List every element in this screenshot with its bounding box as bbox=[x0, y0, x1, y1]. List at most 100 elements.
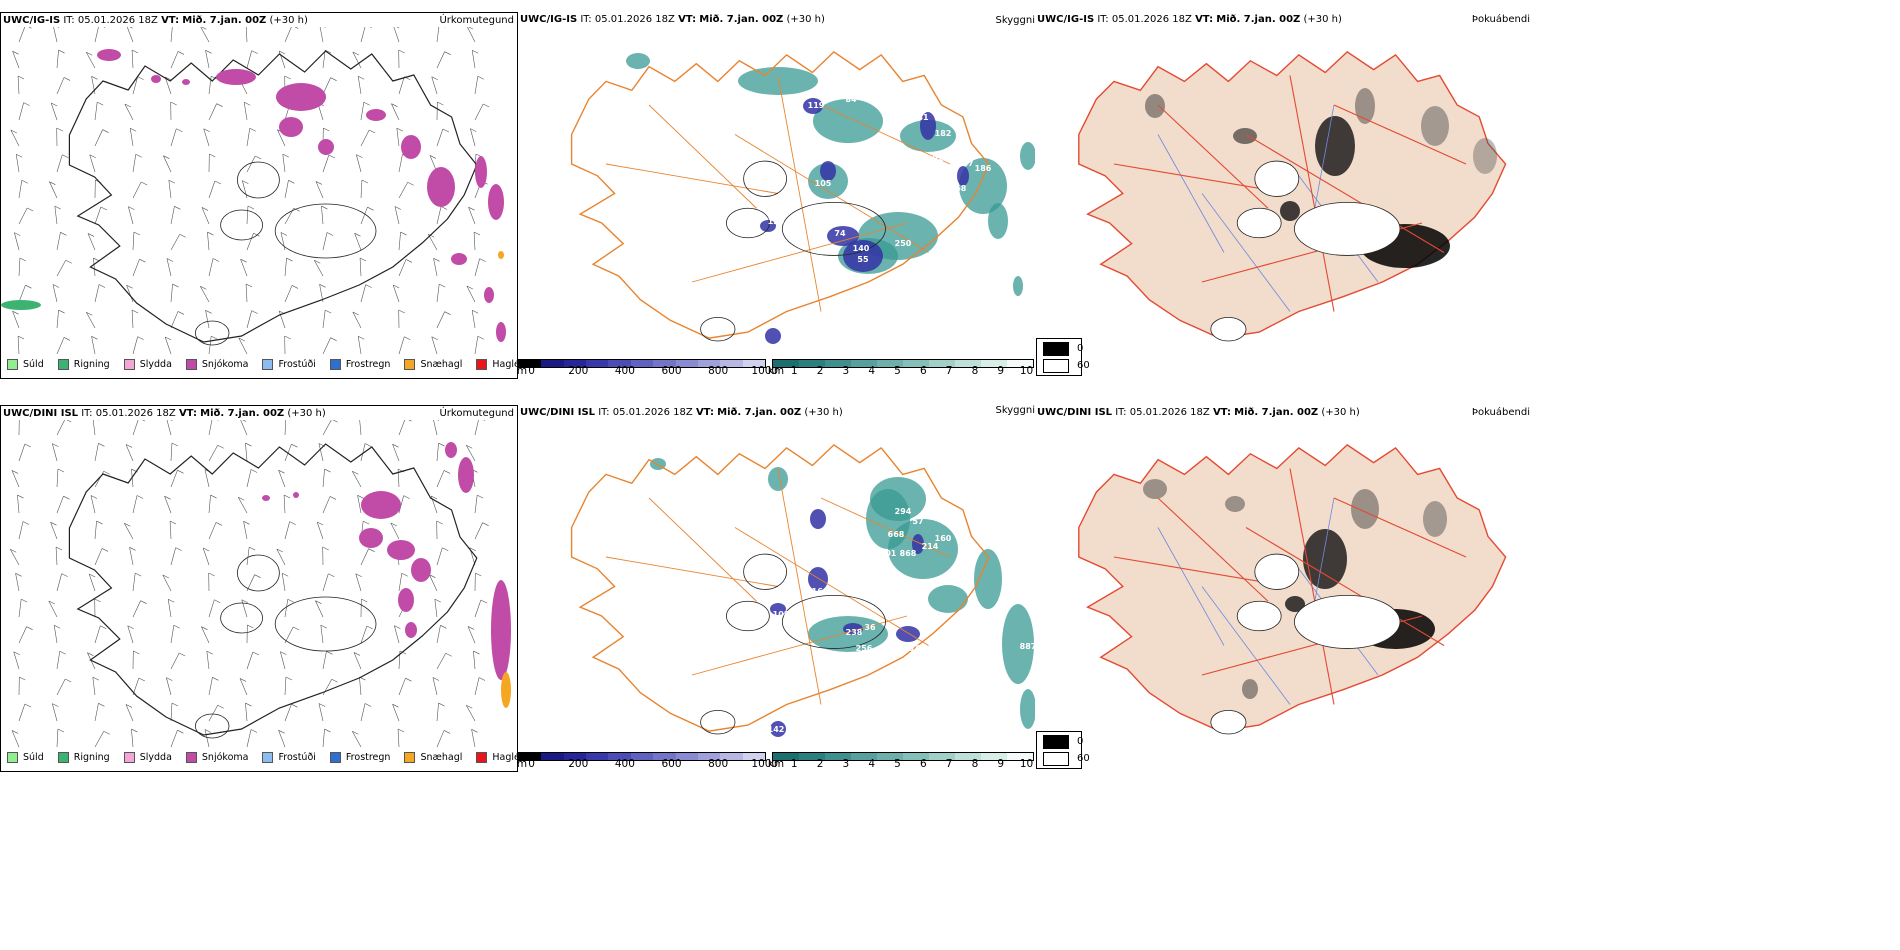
panel-title: UWC/DINI ISL IT: 05.01.2026 18Z VT: Mið.… bbox=[520, 407, 843, 418]
colorbar-segment bbox=[877, 753, 903, 760]
value-label: 991 bbox=[890, 114, 907, 123]
fog-area bbox=[1315, 116, 1355, 176]
glacier-outline bbox=[781, 594, 886, 649]
fog-area bbox=[1225, 496, 1245, 512]
glacier bbox=[1210, 317, 1247, 342]
value-label: 256 bbox=[856, 644, 873, 653]
value-label: 92 bbox=[932, 154, 943, 163]
precip-type-panel-row2: UWC/DINI ISL IT: 05.01.2026 18Z VT: Mið.… bbox=[0, 405, 523, 772]
cloud-base-area bbox=[810, 509, 826, 529]
precip-area bbox=[398, 588, 414, 612]
legend-label: Snæhagl bbox=[420, 359, 463, 370]
legend-swatch bbox=[262, 359, 274, 370]
precip-area bbox=[151, 75, 161, 83]
precip-area bbox=[484, 287, 494, 303]
value-label: 887 bbox=[1020, 642, 1035, 651]
cbar-m-row2 bbox=[518, 752, 766, 761]
coastline bbox=[570, 444, 990, 732]
legend-swatch bbox=[476, 752, 488, 763]
legend-swatch bbox=[123, 752, 135, 763]
colorbar-segment bbox=[630, 360, 654, 367]
cloud-base-area bbox=[896, 626, 920, 642]
precip-area bbox=[401, 135, 421, 159]
precip-area bbox=[427, 167, 455, 207]
land bbox=[1078, 444, 1507, 732]
colorbar-segment bbox=[773, 360, 799, 367]
panel-title: UWC/DINI ISL IT: 05.01.2026 18Z VT: Mið.… bbox=[3, 408, 326, 419]
value-label: 186 bbox=[975, 164, 992, 173]
cbar-m-row1 bbox=[518, 359, 766, 368]
colorbar-segment bbox=[825, 753, 851, 760]
glacier-outline bbox=[725, 600, 770, 632]
glacier-outline bbox=[194, 713, 230, 739]
panel-field-name: Skyggni bbox=[995, 405, 1035, 416]
cloud-top-panel-row1: UWC/IG-IS IT: 05.01.2026 18Z VT: Mið. 7.… bbox=[518, 12, 1035, 382]
colorbar-unit: km bbox=[767, 365, 785, 377]
legend-swatch bbox=[329, 359, 341, 370]
colorbar-segment bbox=[519, 753, 542, 760]
colorbar-tick: 1 bbox=[790, 365, 798, 377]
colorbar-tick: 10 bbox=[1019, 758, 1034, 770]
coastline bbox=[570, 51, 990, 339]
glacier-outline bbox=[220, 602, 264, 634]
colorbar-segment bbox=[929, 753, 955, 760]
panel-title: UWC/IG-IS IT: 05.01.2026 18Z VT: Mið. 7.… bbox=[520, 14, 825, 25]
colorbar-segment bbox=[720, 360, 743, 367]
legend-item: Slydda bbox=[123, 359, 172, 370]
cloud-base-area bbox=[760, 220, 776, 232]
cloud-base-area bbox=[765, 328, 781, 344]
legend-swatch bbox=[185, 359, 197, 370]
colorbar-segment bbox=[851, 360, 877, 367]
legend-swatch bbox=[7, 752, 18, 763]
legend-swatch bbox=[123, 359, 135, 370]
colorbar-segment bbox=[929, 360, 955, 367]
legend-swatch bbox=[262, 752, 274, 763]
value-label: 255 bbox=[940, 626, 957, 635]
legend-label: Frostúði bbox=[278, 359, 316, 370]
value-label: 160 bbox=[935, 534, 952, 543]
colorbar-tick: 6 bbox=[919, 758, 927, 770]
panel-title: UWC/DINI ISL IT: 05.01.2026 18Z VT: Mið.… bbox=[1037, 407, 1360, 418]
colorbar-segment bbox=[541, 360, 564, 367]
road bbox=[648, 104, 757, 209]
cloud-base-area bbox=[770, 721, 786, 737]
colorbar-segment bbox=[519, 360, 542, 367]
road bbox=[648, 497, 757, 602]
fog-legend-row1: 0 60 bbox=[1036, 338, 1090, 376]
precip-area bbox=[498, 251, 504, 259]
river bbox=[1157, 134, 1225, 253]
value-label: 87 bbox=[962, 159, 973, 168]
road bbox=[820, 497, 951, 558]
colorbar-segment bbox=[825, 360, 851, 367]
precip-area bbox=[262, 495, 270, 501]
cbar-km-row1 bbox=[772, 359, 1034, 368]
colorbar-tick: 7 bbox=[945, 758, 953, 770]
legend-item: Súld bbox=[7, 752, 44, 763]
precip-area bbox=[359, 528, 383, 548]
colorbar-segment bbox=[586, 753, 609, 760]
colorbar-tick: 200 bbox=[568, 758, 589, 770]
fog-area bbox=[1143, 479, 1167, 499]
fog-panel-row2: UWC/DINI ISL IT: 05.01.2026 18Z VT: Mið.… bbox=[1035, 405, 1530, 775]
road bbox=[691, 222, 908, 283]
value-label: 668 bbox=[888, 530, 905, 539]
legend-swatch bbox=[476, 359, 488, 370]
glacier-outline bbox=[194, 320, 230, 346]
precip-area bbox=[1, 300, 41, 310]
legend-label: Snjókoma bbox=[201, 359, 249, 370]
low-visibility-area bbox=[928, 585, 968, 613]
panel-field-name: Úrkomutegund bbox=[439, 15, 514, 26]
glacier bbox=[1254, 553, 1300, 590]
low-visibility-area bbox=[988, 203, 1008, 239]
precip-area bbox=[279, 117, 303, 137]
river bbox=[1311, 104, 1335, 224]
precip-area bbox=[97, 49, 121, 61]
precip-area bbox=[496, 322, 506, 342]
fog-legend-label: 0 bbox=[1077, 736, 1084, 747]
wind-barbs bbox=[10, 27, 490, 355]
legend-label: Snjókoma bbox=[201, 752, 249, 763]
colorbar-tick: 8 bbox=[971, 758, 979, 770]
colorbar-tick: 400 bbox=[614, 758, 635, 770]
glacier bbox=[1254, 160, 1300, 197]
fog-area bbox=[1242, 679, 1258, 699]
